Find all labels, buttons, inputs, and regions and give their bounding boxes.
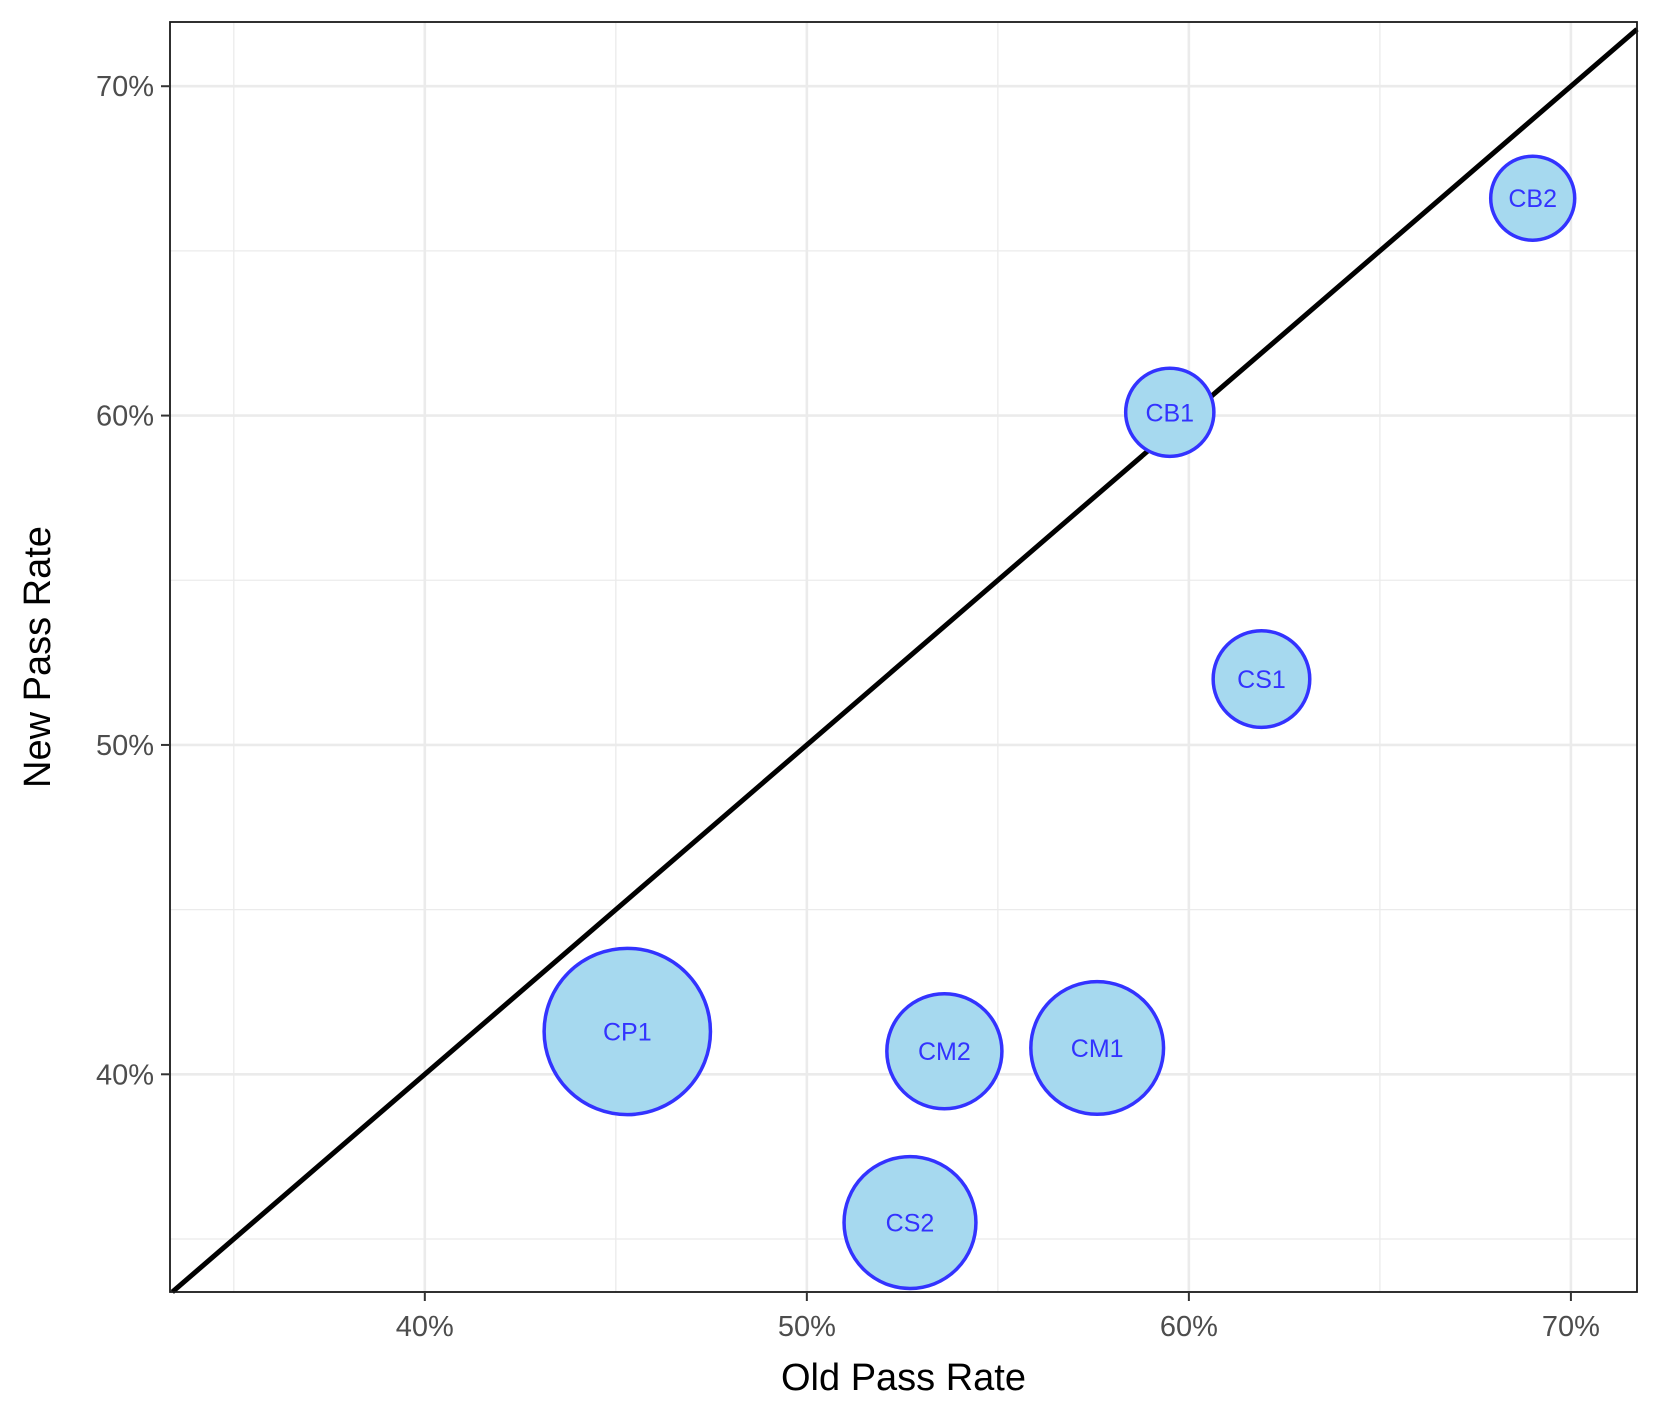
x-tick-label: 40% xyxy=(396,1311,454,1343)
point-marker xyxy=(1488,154,1577,242)
data-point: CM1 xyxy=(1029,979,1166,1117)
points-layer: CB2 CB1 CS1 CP1 CM2 CM1 CS2 xyxy=(542,154,1577,1291)
point-label: CP1 xyxy=(603,1018,652,1046)
point-marker xyxy=(1123,366,1216,459)
y-tick-label: 50% xyxy=(96,730,154,762)
identity-line xyxy=(170,27,1639,1294)
data-point: CB2 xyxy=(1488,154,1577,242)
x-axis-title: Old Pass Rate xyxy=(781,1357,1026,1399)
point-label: CB2 xyxy=(1508,185,1557,213)
reference-line-layer xyxy=(170,27,1639,1294)
point-marker xyxy=(542,946,713,1117)
data-point: CB1 xyxy=(1123,366,1216,459)
x-tick-label: 70% xyxy=(1542,1311,1600,1343)
panel-border xyxy=(169,21,1638,1293)
data-point: CS2 xyxy=(842,1154,978,1291)
data-point: CP1 xyxy=(542,946,713,1117)
point-label: CS2 xyxy=(886,1210,935,1238)
y-axis-title: New Pass Rate xyxy=(17,526,59,788)
point-label: CB1 xyxy=(1145,399,1194,427)
point-marker xyxy=(842,1154,978,1291)
point-marker xyxy=(885,991,1004,1111)
axis-ticks: 40% 50% 60% 70% 40% 50% 60% 70% xyxy=(96,71,1600,1343)
y-tick-label: 40% xyxy=(96,1059,154,1091)
point-marker xyxy=(1211,629,1312,730)
point-marker xyxy=(1029,979,1166,1117)
point-label: CM2 xyxy=(918,1038,971,1066)
data-point: CM2 xyxy=(885,991,1004,1111)
point-label: CM1 xyxy=(1071,1035,1124,1063)
point-label: CS1 xyxy=(1237,666,1286,694)
x-tick-label: 60% xyxy=(1160,1311,1218,1343)
data-point: CS1 xyxy=(1211,629,1312,730)
y-tick-label: 70% xyxy=(96,71,154,103)
x-tick-label: 50% xyxy=(778,1311,836,1343)
y-tick-label: 60% xyxy=(96,401,154,433)
